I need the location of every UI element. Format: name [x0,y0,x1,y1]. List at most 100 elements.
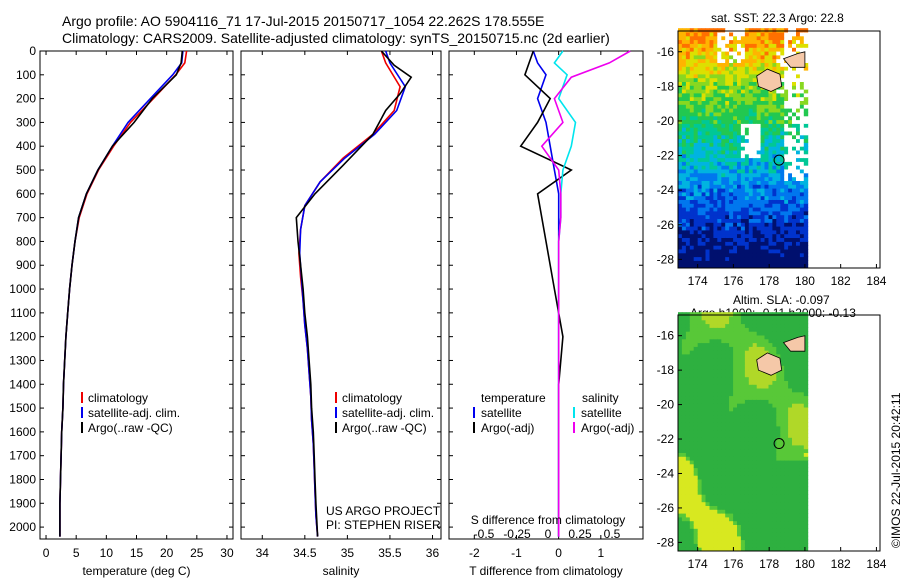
map-cell [799,92,805,98]
map-cell [780,138,785,143]
map-cell [713,365,718,370]
map-cell [689,100,695,105]
map-cell [744,353,750,359]
map-cell [737,237,742,242]
map-cell [740,346,746,351]
map-cell [764,260,769,265]
map-cell [768,252,773,258]
map-cell [756,376,762,381]
map-cell [689,264,695,269]
map-cell [678,252,683,258]
map-cell [768,535,773,541]
map-cell [772,350,777,355]
map-cell [729,353,734,359]
map-cell [678,115,683,121]
map-cell [803,433,809,438]
map-cell [681,509,687,514]
map-cell [744,467,750,472]
map-cell [737,418,742,423]
map-cell [681,543,687,548]
map-cell [709,433,714,438]
map-cell [737,77,742,82]
map-cell [756,100,762,105]
map-cell [729,331,734,336]
map-cell [744,47,750,52]
map-cell [729,422,734,427]
map-cell [796,490,801,495]
map-cell [709,161,714,166]
map-cell [697,62,703,67]
map-cell [689,77,695,82]
map-cell [768,184,773,189]
map-cell [752,425,758,431]
map-cell [752,338,758,344]
map-cell [784,425,789,431]
map-cell [788,131,793,136]
legend-label: Argo(-adj) [581,421,634,435]
map-cell [799,104,805,109]
map-cell [792,532,797,537]
map-cell [760,127,765,132]
map-cell [709,429,714,434]
map-cell [780,456,785,461]
map-cell [760,497,765,503]
map-cell [803,448,809,453]
map-cell [772,260,777,265]
map-cell [760,256,765,261]
map-cell [748,497,754,503]
map-cell [772,180,777,185]
map-cell [756,123,762,128]
map-cell [784,316,789,321]
map-cell [685,150,691,155]
map-cell [764,414,769,419]
map-cell [681,353,687,359]
map-cell [788,460,793,465]
map-cell [685,372,691,378]
map-cell [744,226,750,231]
map-cell [752,256,758,261]
map-cell [780,391,785,397]
map-cell [756,172,762,178]
map-cell [796,422,801,427]
map-cell [685,494,691,499]
map-cell [772,312,777,317]
map-cell [799,543,805,548]
map-cell [721,399,726,404]
map-cell [803,96,809,101]
map-cell [764,441,769,446]
map-cell [776,138,781,143]
map-cell [697,203,703,208]
map-cell [721,47,726,52]
map-cell [709,331,714,336]
map-cell [681,467,687,472]
map-cell [784,331,789,336]
map-cell [737,501,742,506]
map-cell [737,199,742,204]
map-cell [717,365,722,370]
map-cell [784,497,789,503]
map-cell [729,444,734,450]
map-cell [784,463,789,469]
map-cell [788,467,793,472]
map-cell [768,214,773,219]
map-cell [792,497,797,503]
map-cell [729,346,734,351]
map-cell [772,108,777,113]
map-cell [705,460,710,465]
map-cell [721,81,726,86]
map-cell [717,210,722,216]
map-cell [752,169,758,174]
map-cell [788,353,793,359]
map-cell [685,161,691,166]
map-cell [744,153,750,159]
map-cell [748,210,754,216]
map-cell [689,150,695,155]
map-cell [784,252,789,258]
map-cell [756,414,762,419]
map-cell [740,81,746,86]
map-cell [780,535,785,541]
map-cell [784,47,789,52]
map-cell [729,252,734,258]
map-cell [740,115,746,121]
map-cell [784,191,789,197]
